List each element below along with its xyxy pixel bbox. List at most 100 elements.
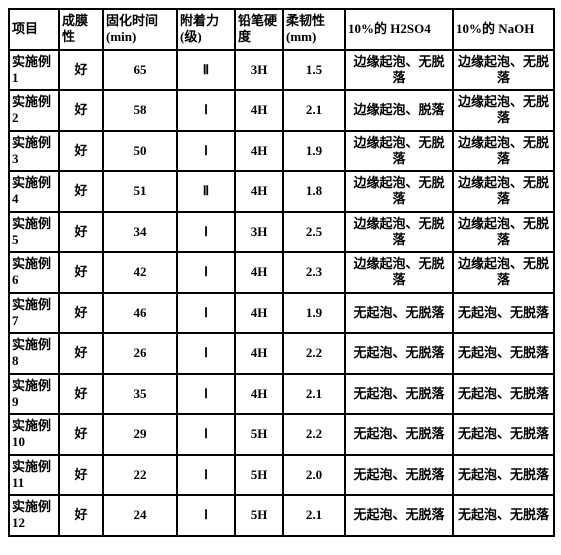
table-row: 实施例 9好35Ⅰ4H2.1无起泡、无脱落无起泡、无脱落 [9,374,554,415]
col-header-hardness: 铅笔硬度 [235,9,283,50]
col-header-flex: 柔韧性 (mm) [283,9,345,50]
table-cell: 实施例 11 [9,455,59,496]
table-cell: 无起泡、无脱落 [453,333,554,374]
table-cell: 无起泡、无脱落 [345,374,453,415]
table-row: 实施例 10好29Ⅰ5H2.2无起泡、无脱落无起泡、无脱落 [9,414,554,455]
col-header-project: 项目 [9,9,59,50]
table-cell: 好 [59,252,103,293]
table-body: 实施例 1好65Ⅱ3H1.5边缘起泡、无脱落边缘起泡、无脱落实施例 2好58Ⅰ4… [9,50,554,536]
table-cell: 实施例 7 [9,293,59,334]
table-cell: 边缘起泡、无脱落 [345,171,453,212]
table-cell: Ⅱ [177,50,235,91]
table-cell: 无起泡、无脱落 [453,455,554,496]
table-cell: Ⅰ [177,90,235,131]
table-cell: Ⅰ [177,455,235,496]
table-cell: 2.1 [283,495,345,536]
table-header: 项目 成膜性 固化时间 (min) 附着力(级) 铅笔硬度 柔韧性 (mm) 1… [9,9,554,50]
table-cell: 好 [59,455,103,496]
table-cell: 好 [59,495,103,536]
table-cell: 1.9 [283,131,345,172]
table-cell: 边缘起泡、无脱落 [345,50,453,91]
table-cell: 好 [59,171,103,212]
table-cell: 边缘起泡、无脱落 [453,252,554,293]
table-cell: 1.8 [283,171,345,212]
table-cell: 好 [59,212,103,253]
table-row: 实施例 12好24Ⅰ5H2.1无起泡、无脱落无起泡、无脱落 [9,495,554,536]
table-cell: 实施例 8 [9,333,59,374]
table-cell: 4H [235,90,283,131]
table-cell: 4H [235,131,283,172]
table-cell: 5H [235,495,283,536]
col-header-cure-time: 固化时间 (min) [103,9,177,50]
table-cell: 无起泡、无脱落 [453,293,554,334]
table-cell: 5H [235,455,283,496]
table-cell: 边缘起泡、无脱落 [345,252,453,293]
table-row: 实施例 5好34Ⅰ3H2.5边缘起泡、无脱落边缘起泡、无脱落 [9,212,554,253]
table-row: 实施例 6好42Ⅰ4H2.3边缘起泡、无脱落边缘起泡、无脱落 [9,252,554,293]
table-cell: 边缘起泡、无脱落 [453,212,554,253]
col-header-adhesion: 附着力(级) [177,9,235,50]
table-cell: 2.0 [283,455,345,496]
table-cell: 无起泡、无脱落 [345,333,453,374]
table-cell: 边缘起泡、无脱落 [453,90,554,131]
table-cell: 4H [235,374,283,415]
table-cell: 无起泡、无脱落 [345,414,453,455]
table-cell: 4H [235,171,283,212]
table-cell: 好 [59,90,103,131]
col-header-h2so4: 10%的 H2SO4 [345,9,453,50]
table-cell: 边缘起泡、无脱落 [453,171,554,212]
table-cell: 2.5 [283,212,345,253]
col-header-naoh: 10%的 NaOH [453,9,554,50]
table-cell: 实施例 10 [9,414,59,455]
table-cell: 46 [103,293,177,334]
table-cell: 1.5 [283,50,345,91]
table-row: 实施例 8好26Ⅰ4H2.2无起泡、无脱落无起泡、无脱落 [9,333,554,374]
table-cell: 好 [59,131,103,172]
table-cell: 4H [235,252,283,293]
table-cell: Ⅰ [177,333,235,374]
table-cell: 2.2 [283,333,345,374]
table-cell: 22 [103,455,177,496]
table-cell: 51 [103,171,177,212]
table-cell: 实施例 1 [9,50,59,91]
table-cell: 无起泡、无脱落 [453,495,554,536]
table-cell: 2.1 [283,374,345,415]
table-cell: 好 [59,50,103,91]
table-cell: 边缘起泡、无脱落 [345,212,453,253]
table-cell: 好 [59,374,103,415]
table-cell: 29 [103,414,177,455]
table-row: 实施例 4好51Ⅱ4H1.8边缘起泡、无脱落边缘起泡、无脱落 [9,171,554,212]
table-cell: 实施例 5 [9,212,59,253]
table-cell: 5H [235,414,283,455]
table-cell: 实施例 6 [9,252,59,293]
table-cell: 无起泡、无脱落 [453,374,554,415]
table-row: 实施例 7好46Ⅰ4H1.9无起泡、无脱落无起泡、无脱落 [9,293,554,334]
table-cell: 34 [103,212,177,253]
table-cell: Ⅰ [177,131,235,172]
table-cell: 边缘起泡、无脱落 [345,131,453,172]
table-cell: 2.2 [283,414,345,455]
table-cell: 3H [235,50,283,91]
table-cell: 无起泡、无脱落 [453,414,554,455]
table-cell: 3H [235,212,283,253]
table-row: 实施例 11好22Ⅰ5H2.0无起泡、无脱落无起泡、无脱落 [9,455,554,496]
table-cell: 无起泡、无脱落 [345,495,453,536]
table-cell: 35 [103,374,177,415]
table-cell: 50 [103,131,177,172]
table-cell: 无起泡、无脱落 [345,293,453,334]
table-cell: Ⅰ [177,212,235,253]
table-cell: 实施例 3 [9,131,59,172]
table-cell: 实施例 4 [9,171,59,212]
table-cell: 65 [103,50,177,91]
table-cell: 无起泡、无脱落 [345,455,453,496]
table-cell: 1.9 [283,293,345,334]
table-cell: 实施例 12 [9,495,59,536]
table-cell: 58 [103,90,177,131]
table-cell: 实施例 2 [9,90,59,131]
table-cell: Ⅰ [177,414,235,455]
table-cell: 实施例 9 [9,374,59,415]
table-cell: 边缘起泡、无脱落 [453,50,554,91]
table-row: 实施例 2好58Ⅰ4H2.1边缘起泡、脱落边缘起泡、无脱落 [9,90,554,131]
table-cell: 26 [103,333,177,374]
table-cell: 边缘起泡、脱落 [345,90,453,131]
